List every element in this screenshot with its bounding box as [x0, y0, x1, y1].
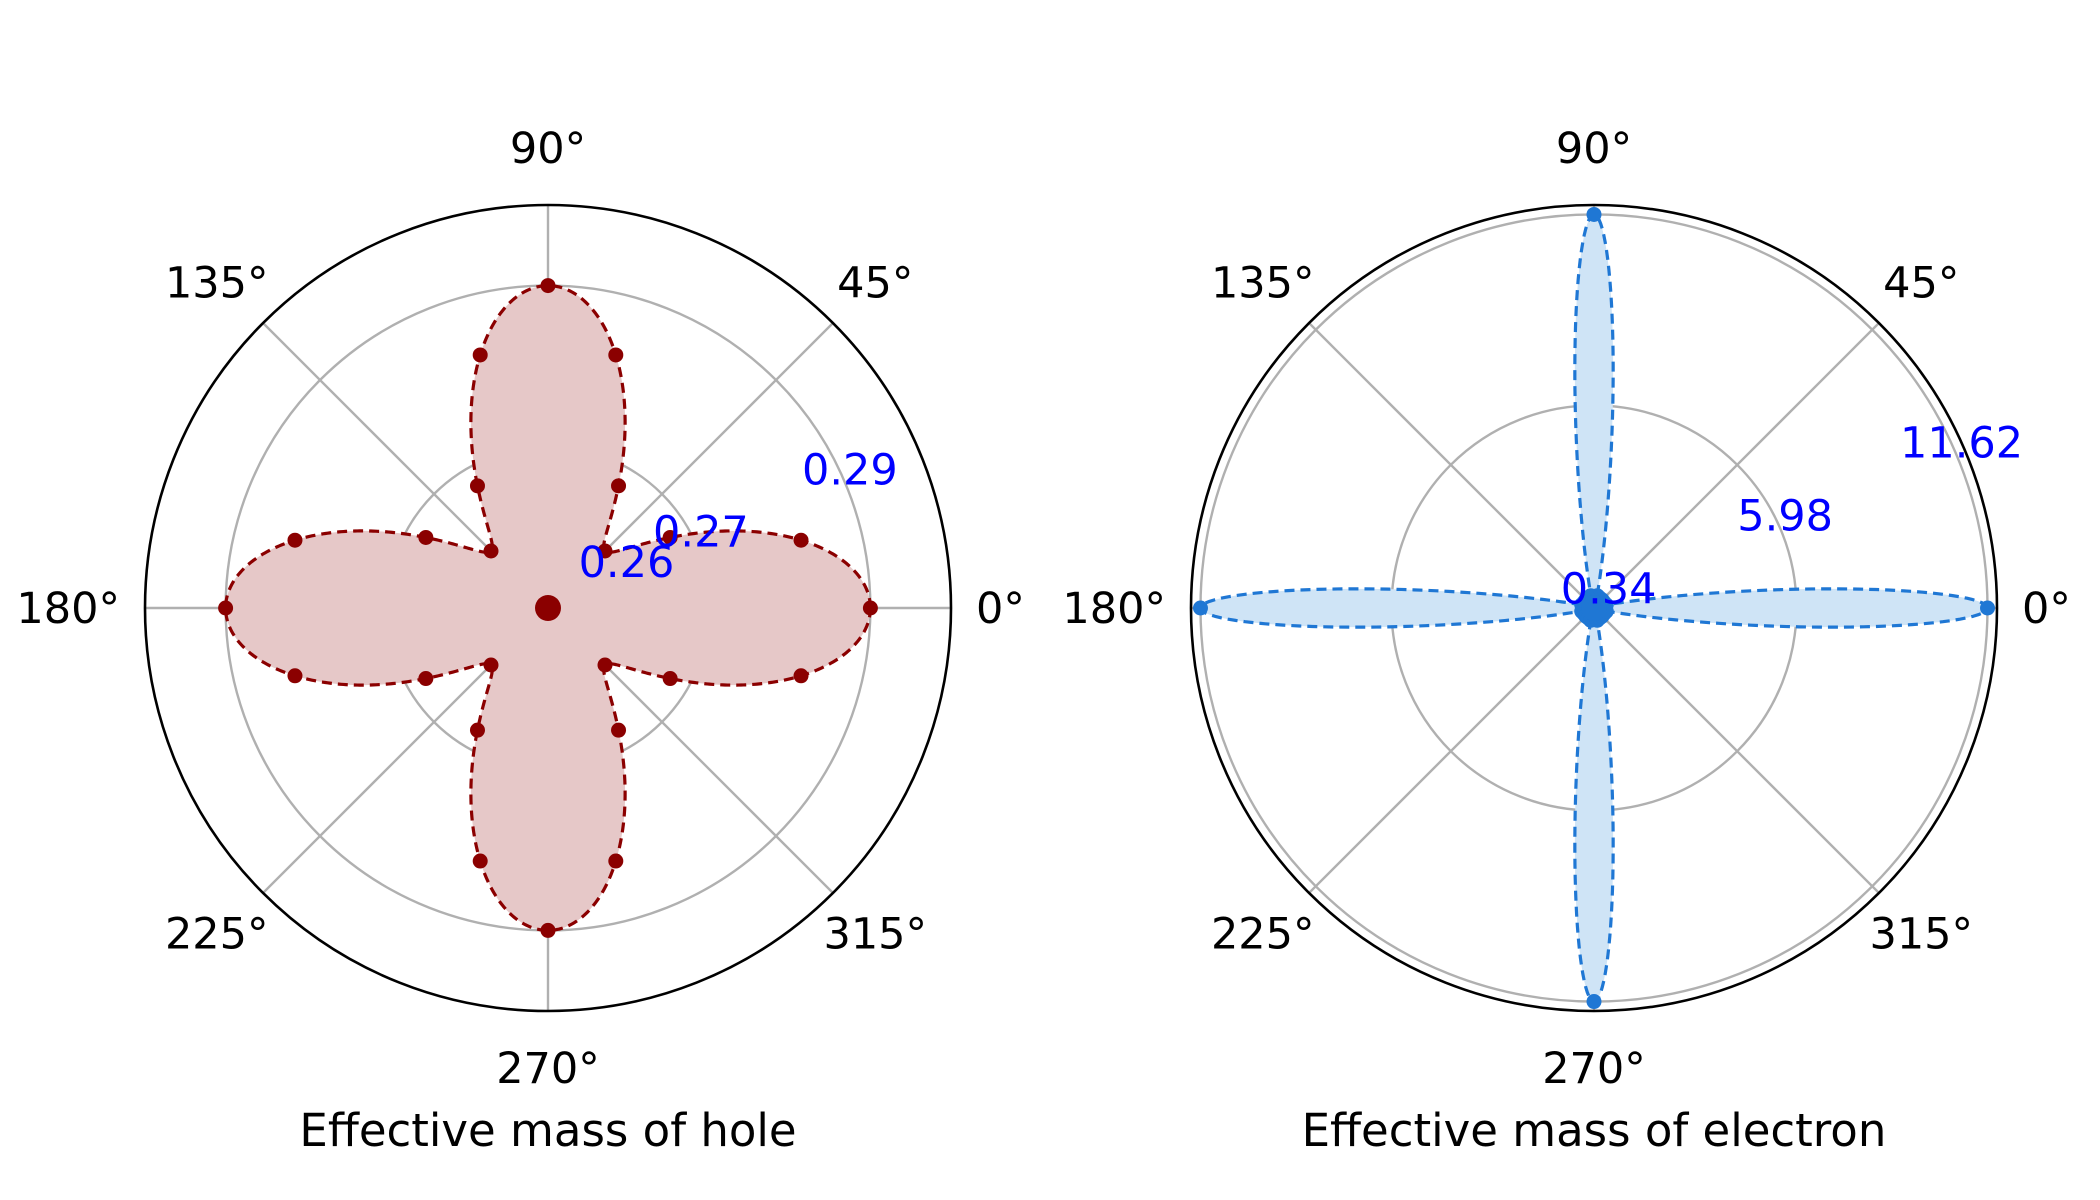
polar-frame	[1189, 203, 1999, 1013]
data-point	[608, 347, 624, 363]
data-point	[287, 532, 303, 548]
data-point	[1586, 994, 1602, 1010]
data-point	[862, 600, 878, 616]
radial-tick-label: 11.62	[1900, 418, 2023, 468]
data-point	[608, 853, 624, 869]
angle-tick-label: 135°	[1211, 259, 1315, 309]
data-point	[472, 347, 488, 363]
angle-tick-label: 315°	[1869, 909, 1973, 959]
x-axis-label: Effective mass of hole	[299, 1104, 796, 1157]
data-point	[597, 543, 613, 559]
angle-tick-label: 135°	[165, 259, 269, 309]
data-point	[418, 671, 434, 687]
data-point	[1586, 206, 1602, 222]
angle-tick-label: 225°	[1211, 909, 1315, 959]
data-point	[1192, 600, 1208, 616]
angle-tick-label: 45°	[837, 259, 913, 309]
angle-tick-label: 0°	[2022, 584, 2071, 634]
data-point	[469, 722, 485, 738]
radial-tick-label: 0.34	[1561, 565, 1657, 615]
data-point	[472, 853, 488, 869]
data-point	[662, 671, 678, 687]
angle-tick-label: 315°	[823, 909, 927, 959]
angle-tick-label: 180°	[1062, 584, 1166, 634]
data-point	[793, 668, 809, 684]
data-point	[540, 278, 556, 294]
radial-tick-label: 0.27	[653, 507, 749, 557]
data-point	[483, 543, 499, 559]
angle-tick-label: 270°	[496, 1044, 600, 1094]
x-axis-label: Effective mass of electron	[1302, 1104, 1887, 1157]
center-point	[1581, 595, 1607, 621]
angle-tick-label: 90°	[510, 124, 586, 174]
radial-tick-label: 0.29	[802, 446, 898, 496]
data-point	[611, 722, 627, 738]
radial-tick-label: 5.98	[1737, 492, 1833, 542]
data-point	[1980, 600, 1996, 616]
data-point	[597, 657, 613, 673]
data-point	[469, 478, 485, 494]
radial-tick-label: 0.26	[579, 538, 675, 588]
angle-tick-label: 45°	[1883, 259, 1959, 309]
electron-polar-chart: 0° 45° 90° 135° 180° 225° 270° 315° 0.34 5.98 11.6…	[1062, 124, 2070, 1157]
angle-tick-label: 225°	[165, 909, 269, 959]
data-point	[287, 668, 303, 684]
angle-tick-label: 270°	[1542, 1044, 1646, 1094]
data-point	[662, 529, 678, 545]
polar-frame	[143, 203, 953, 1013]
data-point	[793, 532, 809, 548]
data-point	[218, 600, 234, 616]
data-point	[611, 478, 627, 494]
angle-tick-label: 90°	[1556, 124, 1632, 174]
data-point	[418, 529, 434, 545]
center-point	[535, 595, 561, 621]
angle-tick-label: 0°	[976, 584, 1025, 634]
data-point	[540, 922, 556, 938]
angle-tick-label: 180°	[16, 584, 120, 634]
hole-polar-chart: 0° 45° 90° 135° 180° 225° 270° 315° 0.260.27 0.29…	[16, 124, 1024, 1157]
data-point	[483, 657, 499, 673]
